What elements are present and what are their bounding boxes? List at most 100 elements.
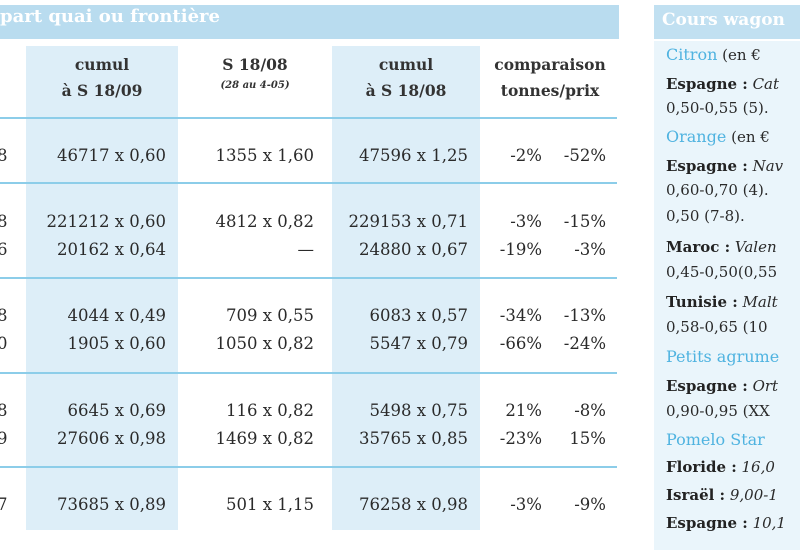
origin-label: Maroc :: [666, 238, 731, 256]
origin-label: Espagne :: [666, 75, 748, 93]
cell-cmp-tonnes: -3%: [510, 495, 542, 514]
origin-label: Espagne :: [666, 157, 748, 175]
cell-cumul-2009: 1905 x 0,60: [67, 334, 166, 353]
entry-detail: 9,00-1: [725, 486, 778, 504]
cell-cumul-2008: 76258 x 0,98: [358, 495, 468, 514]
category-label: Pomelo Star: [666, 430, 765, 449]
entry-detail: Malt: [737, 293, 778, 311]
panel-category: Pomelo Star: [666, 430, 765, 449]
table-title: part quai ou frontière: [0, 6, 220, 27]
cell-cumul-2009: 46717 x 0,60: [56, 146, 166, 165]
cell-cumul-2008: 24880 x 0,67: [358, 240, 468, 259]
panel-title: Cours wagon: [662, 10, 785, 30]
panel-entry: Espagne : 10,1: [666, 514, 786, 532]
row-stub: 8: [0, 401, 8, 420]
cell-cumul-2008: 5498 x 0,75: [369, 401, 468, 420]
cell-cmp-tonnes: -23%: [499, 429, 542, 448]
cell-cumul-2009: 4044 x 0,49: [67, 306, 166, 325]
row-stub: 9: [0, 429, 8, 448]
cell-cmp-price: -52%: [563, 146, 606, 165]
panel-value: 0,50 (7-8).: [666, 207, 745, 225]
entry-detail: Valen: [730, 238, 777, 256]
entry-detail: Ort: [747, 377, 779, 395]
cell-cmp-price: -3%: [574, 240, 606, 259]
cell-week: 501 x 1,15: [225, 495, 314, 514]
panel-entry: Espagne : Nav: [666, 157, 783, 175]
cell-cumul-2009: 221212 x 0,60: [46, 212, 166, 231]
row-stub: 7: [0, 495, 8, 514]
origin-label: Tunisie :: [666, 293, 738, 311]
column-header-comparison: comparaison tonnes/prix: [494, 55, 606, 100]
origin-label: Espagne :: [666, 514, 748, 532]
panel-entry: Espagne : Cat: [666, 75, 779, 93]
cell-cumul-2009: 6645 x 0,69: [67, 401, 166, 420]
entry-detail: Nav: [747, 157, 784, 175]
cell-cmp-price: -24%: [563, 334, 606, 353]
row-stub: 8: [0, 146, 8, 165]
cell-cumul-2008: 6083 x 0,57: [369, 306, 468, 325]
cell-week: —: [297, 240, 315, 259]
column-shade-1: [26, 46, 178, 530]
cell-cmp-price: -9%: [574, 495, 606, 514]
rule: [0, 466, 617, 468]
panel-value: 0,45-0,50(0,55: [666, 263, 778, 281]
wagon-prices-panel: Cours wagon Citron (en € Espagne : Cat 0,5…: [654, 0, 800, 550]
category-label: Orange: [666, 127, 727, 146]
cell-week: 1355 x 1,60: [215, 146, 314, 165]
cell-cmp-price: -8%: [574, 401, 606, 420]
column-header-cumul-2009: cumul à S 18/09: [61, 55, 143, 100]
entry-detail: 16,0: [736, 458, 775, 476]
panel-entry: Israël : 9,00-1: [666, 486, 778, 504]
column-header-cumul-2008: cumul à S 18/08: [365, 55, 447, 100]
cell-week: 116 x 0,82: [225, 401, 314, 420]
category-unit: (en €: [726, 128, 770, 146]
row-stub: 8: [0, 212, 8, 231]
category-label: Petits agrume: [666, 347, 780, 366]
rule: [0, 117, 617, 119]
row-stub: 6: [0, 240, 8, 259]
panel-value: 0,60-0,70 (4).: [666, 181, 769, 199]
cell-cmp-tonnes: -66%: [499, 334, 542, 353]
cell-cmp-price: -13%: [563, 306, 606, 325]
cell-cmp-price: 15%: [569, 429, 606, 448]
cell-cumul-2009: 27606 x 0,98: [56, 429, 166, 448]
cell-week: 4812 x 0,82: [215, 212, 314, 231]
panel-category: Citron (en €: [666, 45, 761, 64]
rule: [0, 277, 617, 279]
column-header-week: S 18/08 (28 au 4-05): [220, 55, 290, 91]
cell-cumul-2008: 229153 x 0,71: [348, 212, 468, 231]
cell-cumul-2009: 73685 x 0,89: [56, 495, 166, 514]
panel-value: 0,58-0,65 (10: [666, 318, 768, 336]
panel-header-bar: Cours wagon: [654, 5, 800, 39]
rule: [0, 372, 617, 374]
cell-cmp-price: -15%: [563, 212, 606, 231]
category-label: Citron: [666, 45, 718, 64]
origin-label: Israël :: [666, 486, 726, 504]
cell-cmp-tonnes: -2%: [510, 146, 542, 165]
panel-category: Petits agrume: [666, 347, 779, 366]
panel-entry: Floride : 16,0: [666, 458, 775, 476]
row-stub: 0: [0, 334, 8, 353]
panel-entry: Tunisie : Malt: [666, 293, 778, 311]
cell-week: 1050 x 0,82: [215, 334, 314, 353]
entry-detail: Cat: [747, 75, 780, 93]
row-stub: 8: [0, 306, 8, 325]
cell-cumul-2008: 35765 x 0,85: [358, 429, 468, 448]
rule: [0, 182, 617, 184]
cell-cmp-tonnes: -3%: [510, 212, 542, 231]
cell-cmp-tonnes: 21%: [505, 401, 542, 420]
panel-value: 0,90-0,95 (XX: [666, 402, 770, 420]
table-header-bar: [0, 5, 619, 39]
panel-category: Orange (en €: [666, 127, 770, 146]
origin-label: Espagne :: [666, 377, 748, 395]
origin-label: Floride :: [666, 458, 737, 476]
cell-week: 1469 x 0,82: [215, 429, 314, 448]
cell-week: 709 x 0,55: [225, 306, 314, 325]
cell-cumul-2009: 20162 x 0,64: [56, 240, 166, 259]
panel-entry: Espagne : Ort: [666, 377, 778, 395]
category-unit: (en €: [717, 46, 761, 64]
column-shade-3: [332, 46, 480, 530]
cell-cmp-tonnes: -19%: [499, 240, 542, 259]
panel-body: [654, 41, 800, 550]
entry-detail: 10,1: [747, 514, 786, 532]
